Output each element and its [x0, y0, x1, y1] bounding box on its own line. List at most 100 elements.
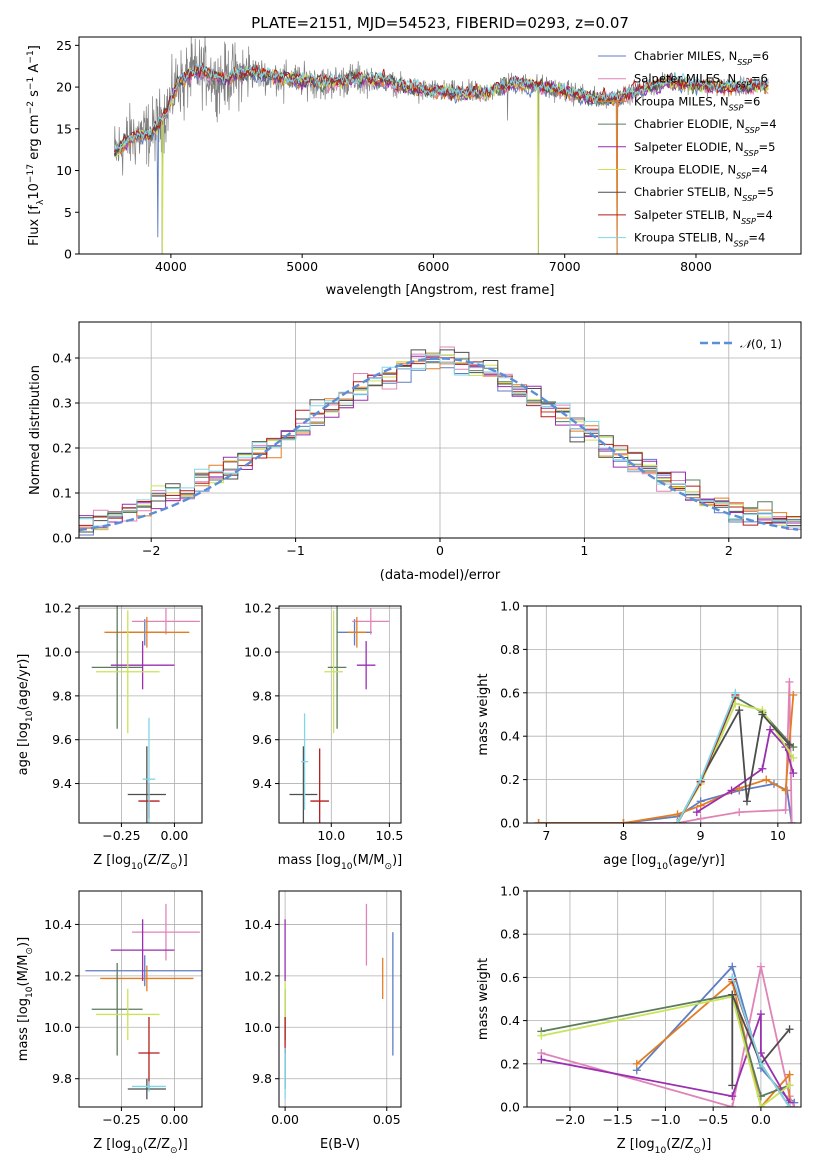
weight-marker — [758, 710, 767, 719]
weight-marker — [762, 775, 771, 784]
error-bar-point — [127, 1078, 166, 1100]
weight-marker — [756, 1059, 765, 1068]
grid — [279, 606, 401, 823]
x-tick-label: 0.0 — [751, 1112, 771, 1127]
x-tick-label: 0.00 — [161, 828, 189, 843]
weight-line — [731, 994, 791, 1086]
y-axis-label: mass weight — [476, 673, 491, 755]
axes-frame — [278, 890, 402, 1108]
x-tick-label: 0.05 — [373, 1112, 401, 1127]
grid — [527, 890, 801, 1108]
error-bar-point — [356, 641, 376, 690]
error-bar-point — [327, 606, 347, 729]
weight-line — [541, 995, 791, 1107]
y-axis-label: age [log10(age/yr)] — [16, 654, 35, 776]
axes-ebv: 0.00 0.05 9.8 10.0 10.2 10.4 E(B-V) — [244, 890, 402, 1152]
x-tick-label: 7 — [542, 828, 550, 843]
axes-frame — [278, 605, 402, 824]
error-bar-point — [95, 988, 160, 1041]
weight-marker — [766, 725, 775, 734]
legend-entry: Chabrier MILES, NSSP=6 — [634, 49, 769, 67]
weight-line — [541, 993, 790, 1098]
y-tick-label: 10.2 — [244, 968, 272, 983]
x-tick-label: −1.5 — [603, 1112, 633, 1127]
y-tick-label: 0.4 — [52, 351, 72, 366]
y-tick-label: 0.4 — [500, 1013, 520, 1028]
y-tick-label: 10 — [56, 163, 72, 178]
y-tick-label: 25 — [56, 38, 72, 53]
y-tick-label: 10.2 — [44, 968, 72, 983]
weight-marker — [696, 775, 705, 784]
y-tick-label: 1.0 — [500, 599, 520, 614]
y-tick-label: 9.8 — [52, 1071, 72, 1086]
x-tick-label: 4000 — [155, 259, 187, 274]
error-bar-point — [91, 963, 143, 1056]
model-spectrum — [113, 65, 769, 157]
weight-marker — [785, 677, 794, 686]
error-bar-point — [138, 1017, 160, 1089]
x-tick-label: 8000 — [680, 259, 712, 274]
axes-frame — [526, 605, 802, 824]
weight-marker — [728, 962, 737, 971]
weight-marker — [728, 1092, 737, 1101]
x-tick-label: −1 — [286, 543, 304, 558]
y-tick-label: 15 — [56, 121, 72, 136]
y-axis-label: Flux [fλ10−17 erg cm−2 s−1 A−1] — [26, 45, 46, 246]
y-tick-label: 10.2 — [44, 601, 72, 616]
x-tick-label: 10.0 — [317, 828, 345, 843]
x-tick-label: 6000 — [418, 259, 450, 274]
weight-marker — [789, 769, 798, 778]
y-tick-label: 0.0 — [500, 816, 520, 831]
y-tick-label: 10.0 — [244, 1020, 272, 1035]
x-tick-label: 10 — [770, 828, 786, 843]
weight-marker — [673, 810, 682, 819]
x-axis-label: mass [log10(M/M⊙)] — [278, 853, 402, 872]
plot-area — [537, 962, 799, 1107]
x-axis-label: wavelength [Angstrom, rest frame] — [326, 283, 555, 298]
residual-histogram — [79, 353, 801, 529]
y-tick-label: 20 — [56, 80, 72, 95]
legend-entry: Chabrier ELODIE, NSSP=4 — [634, 117, 777, 135]
y-tick-label: 0.6 — [500, 970, 520, 985]
weight-marker — [789, 753, 798, 762]
x-axis-label: E(B-V) — [320, 1137, 360, 1152]
legend-entry: Kroupa MILES, NSSP=6 — [634, 94, 760, 112]
normal-curve — [79, 357, 799, 532]
x-tick-label: 0 — [436, 543, 444, 558]
x-axis-label: age [log10(age/yr)] — [603, 853, 725, 872]
x-axis-label: Z [log10(Z/Z⊙)] — [93, 1137, 188, 1156]
error-bar-point — [95, 610, 160, 734]
y-tick-label: 0.0 — [52, 531, 72, 546]
error-bar-point — [301, 713, 309, 810]
y-tick-label: 10.0 — [244, 645, 272, 660]
y-tick-label: 0.8 — [500, 642, 520, 657]
weight-marker — [673, 819, 682, 823]
axes-age_vs_Z: −0.25 0.00 9.4 9.6 9.8 10.0 10.2 Z [log10(Z/Z⊙)… — [16, 601, 203, 872]
y-tick-label: 9.6 — [252, 732, 272, 747]
x-axis-label: (data-model)/error — [380, 568, 501, 583]
weight-marker — [731, 688, 740, 697]
weight-marker — [785, 1070, 794, 1079]
model-spectrum — [114, 62, 769, 151]
legend-entry: 𝒩(0, 1) — [740, 337, 782, 351]
axes-weight_vs_Z: −2.0 −1.5 −1.0 −0.5 0.0 0.0 0.2 0.4 0.6 0.8 1.0 Z [… — [476, 884, 802, 1156]
weight-marker — [785, 1025, 794, 1034]
axes-frame — [78, 605, 203, 824]
x-tick-label: −0.5 — [698, 1112, 728, 1127]
weight-marker — [756, 962, 765, 971]
x-tick-label: −0.25 — [102, 1112, 140, 1127]
residual-histogram — [79, 360, 801, 531]
legend-entry: Chabrier STELIB, NSSP=5 — [634, 185, 774, 203]
error-bar-point — [110, 919, 175, 981]
plot-area — [79, 346, 801, 536]
weight-marker — [756, 1010, 765, 1019]
y-tick-label: 10.4 — [244, 917, 272, 932]
weight-marker — [692, 808, 701, 817]
chart-title: PLATE=2151, MJD=54523, FIBERID=0293, z=0… — [251, 14, 629, 32]
error-bar-point — [347, 616, 367, 648]
y-tick-label: 9.8 — [252, 1071, 272, 1086]
weight-marker — [756, 1103, 765, 1107]
axes-weight_vs_age: 7 8 9 10 0.0 0.2 0.4 0.6 0.8 1.0 age [log10(age/yr… — [476, 599, 802, 872]
grid — [79, 606, 202, 823]
